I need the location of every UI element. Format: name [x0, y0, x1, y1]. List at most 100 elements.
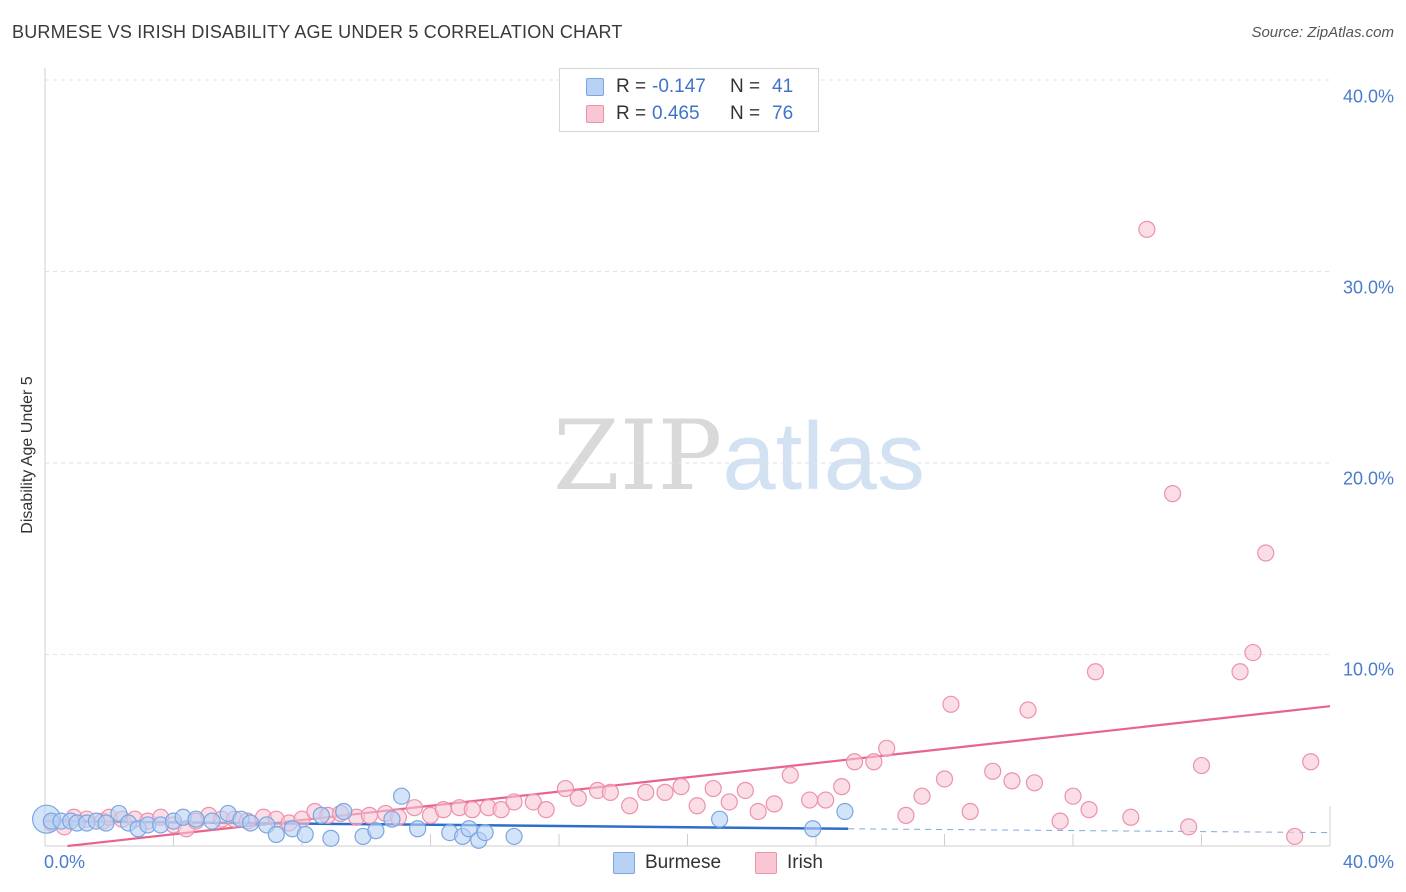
irish-point — [845, 753, 864, 771]
burmese-point — [242, 814, 260, 832]
irish-point — [463, 801, 481, 819]
burmese-point — [383, 810, 401, 828]
irish-point — [942, 695, 960, 713]
irish-point — [524, 793, 542, 811]
watermark: ZIPatlas — [553, 400, 925, 512]
irish-point — [1163, 485, 1182, 503]
irish-legend-label: Irish — [787, 852, 823, 873]
irish-point — [1051, 812, 1069, 830]
bottom-legend-irish: Irish — [755, 852, 823, 874]
irish-point — [656, 783, 674, 801]
watermark-zip: ZIP — [553, 400, 723, 512]
irish-point — [1192, 756, 1211, 775]
burmese-point — [711, 810, 729, 828]
irish-point — [984, 762, 1002, 780]
irish-point — [556, 779, 575, 798]
bottom-legend-burmese: Burmese — [613, 852, 721, 874]
burmese-point — [312, 806, 330, 824]
watermark-atlas: atlas — [722, 403, 925, 510]
n-label: N = — [730, 103, 761, 124]
burmese-point — [409, 820, 427, 838]
irish-point — [800, 791, 819, 809]
y-tick-40: 40.0% — [1342, 86, 1394, 107]
irish-point — [736, 781, 754, 800]
irish-point — [1286, 827, 1304, 846]
irish-point — [637, 783, 655, 801]
irish-point — [601, 783, 620, 801]
burmese-point — [392, 787, 411, 805]
irish-point — [360, 806, 379, 824]
burmese-n-value: 41 — [772, 76, 794, 97]
point-layer — [32, 220, 1320, 849]
irish-point — [865, 753, 883, 771]
n-label: N = — [730, 76, 761, 97]
burmese-point — [203, 812, 221, 830]
irish-point — [781, 766, 799, 784]
y-tick-30: 30.0% — [1342, 277, 1394, 298]
irish-point — [913, 787, 931, 805]
irish-point — [1080, 801, 1098, 819]
irish-point — [1244, 643, 1262, 662]
irish-point — [505, 793, 523, 811]
irish-point — [1180, 818, 1198, 836]
burmese-swatch — [586, 78, 604, 96]
irish-point — [1003, 772, 1021, 790]
irish-point — [537, 801, 555, 819]
irish-point — [1122, 808, 1140, 826]
burmese-point — [367, 822, 385, 840]
burmese-r-value: -0.147 — [652, 76, 706, 97]
burmese-legend-label: Burmese — [645, 852, 722, 873]
burmese-point — [804, 820, 822, 838]
irish-point — [569, 789, 587, 807]
x-tick-max: 40.0% — [1342, 852, 1394, 872]
burmese-legend-swatch — [613, 852, 635, 874]
burmese-point — [335, 802, 353, 821]
irish-point — [704, 779, 722, 798]
r-label: R = — [616, 76, 647, 97]
x-tick-min: 0.0% — [44, 852, 86, 872]
irish-point — [935, 770, 954, 788]
legend-row-burmese: R = -0.147 N = 41 — [586, 75, 793, 99]
r-label: R = — [616, 103, 647, 124]
irish-swatch — [586, 105, 604, 123]
irish-legend-swatch — [755, 852, 777, 874]
irish-point — [749, 802, 767, 821]
irish-point — [688, 797, 706, 815]
irish-point — [405, 799, 424, 817]
burmese-point — [267, 825, 285, 844]
y-tick-20: 20.0% — [1342, 468, 1394, 489]
legend-row-irish: R = 0.465 N = 76 — [586, 102, 793, 126]
burmese-point — [505, 827, 523, 846]
irish-point — [1025, 774, 1044, 792]
irish-point — [961, 802, 979, 821]
burmese-point — [476, 823, 494, 842]
correlation-legend: R = -0.147 N = 41 R = 0.465 N = 76 — [559, 68, 819, 132]
irish-point — [1231, 663, 1249, 681]
y-tick-10: 10.0% — [1342, 659, 1394, 680]
irish-point — [720, 793, 738, 811]
burmese-point — [836, 802, 854, 821]
grid-layer — [45, 79, 1330, 655]
irish-point — [1086, 663, 1105, 681]
burmese-point — [97, 814, 115, 832]
irish-n-value: 76 — [772, 103, 794, 124]
burmese-point — [322, 829, 340, 847]
burmese-point — [296, 825, 314, 844]
burmese-trend-extension — [848, 828, 1331, 834]
irish-point — [833, 778, 851, 796]
burmese-point — [460, 820, 478, 838]
irish-point — [1138, 220, 1156, 238]
irish-point — [1257, 544, 1275, 562]
irish-point — [621, 797, 639, 815]
irish-point — [1064, 787, 1082, 805]
irish-point — [672, 778, 690, 796]
chart-title: BURMESE VS IRISH DISABILITY AGE UNDER 5 … — [12, 22, 623, 42]
irish-point — [765, 795, 783, 813]
irish-point — [1302, 753, 1320, 771]
irish-point — [434, 801, 452, 819]
burmese-point — [187, 810, 205, 828]
irish-point — [492, 801, 510, 819]
irish-point — [897, 806, 915, 824]
source-note: Source: ZipAtlas.com — [1251, 24, 1394, 41]
